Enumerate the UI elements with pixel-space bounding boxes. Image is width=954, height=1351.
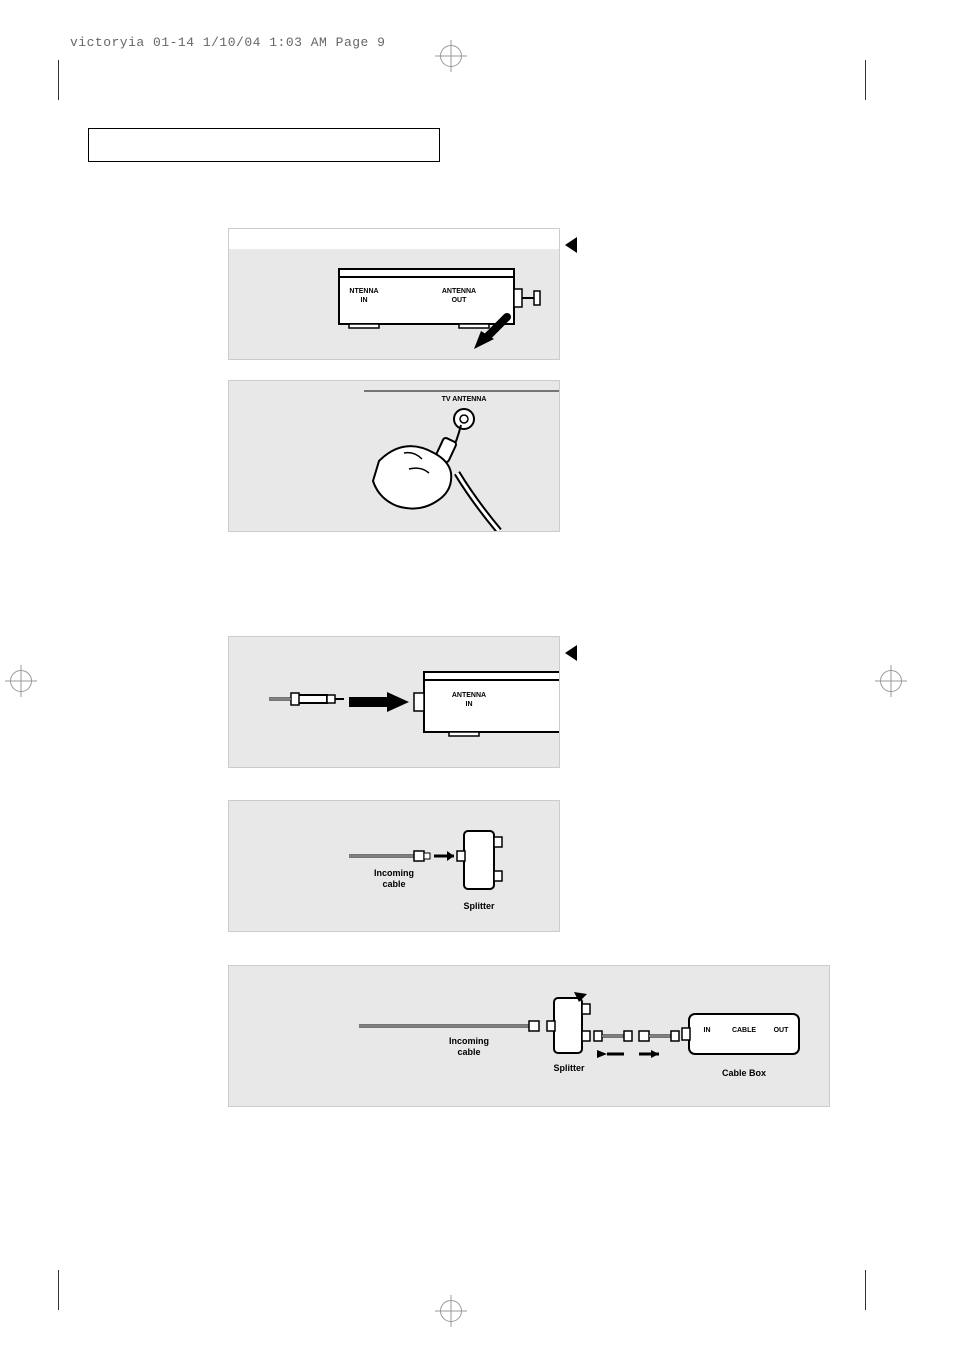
label-splitter: Splitter: [463, 901, 495, 911]
label-incoming: Incomingcable: [449, 1036, 489, 1057]
illustration-antenna-in: ANTENNAIN: [228, 636, 560, 768]
label-incoming: Incomingcable: [374, 868, 414, 889]
illustration-splitter: Incomingcable Splitter: [228, 800, 560, 932]
crop-mark: [58, 1270, 59, 1310]
pointer-icon: [565, 237, 577, 253]
crop-mark: [58, 60, 59, 100]
label-cable: CABLE: [732, 1027, 756, 1034]
registration-mark: [440, 45, 462, 67]
registration-mark: [10, 670, 32, 692]
crop-mark: [865, 1270, 866, 1310]
label-tv-antenna: TV ANTENNA: [442, 396, 487, 403]
label-in: IN: [704, 1027, 711, 1034]
page: victoryia 01-14 1/10/04 1:03 AM Page 9: [0, 0, 954, 1351]
label-splitter: Splitter: [553, 1063, 585, 1073]
illustration-cable-box: Incomingcable Splitter: [228, 965, 830, 1107]
section-title-box: [88, 128, 440, 162]
crop-mark: [865, 60, 866, 100]
label-cable-box: Cable Box: [722, 1068, 766, 1078]
header-text: victoryia 01-14 1/10/04 1:03 AM Page 9: [70, 35, 385, 50]
registration-mark: [440, 1300, 462, 1322]
registration-mark: [880, 670, 902, 692]
illustration-tv-antenna: TV ANTENNA: [228, 380, 560, 532]
illustration-antenna-box: NTENNAIN ANTENNAOUT: [228, 228, 560, 360]
label-out: OUT: [774, 1027, 790, 1034]
pointer-icon: [565, 645, 577, 661]
